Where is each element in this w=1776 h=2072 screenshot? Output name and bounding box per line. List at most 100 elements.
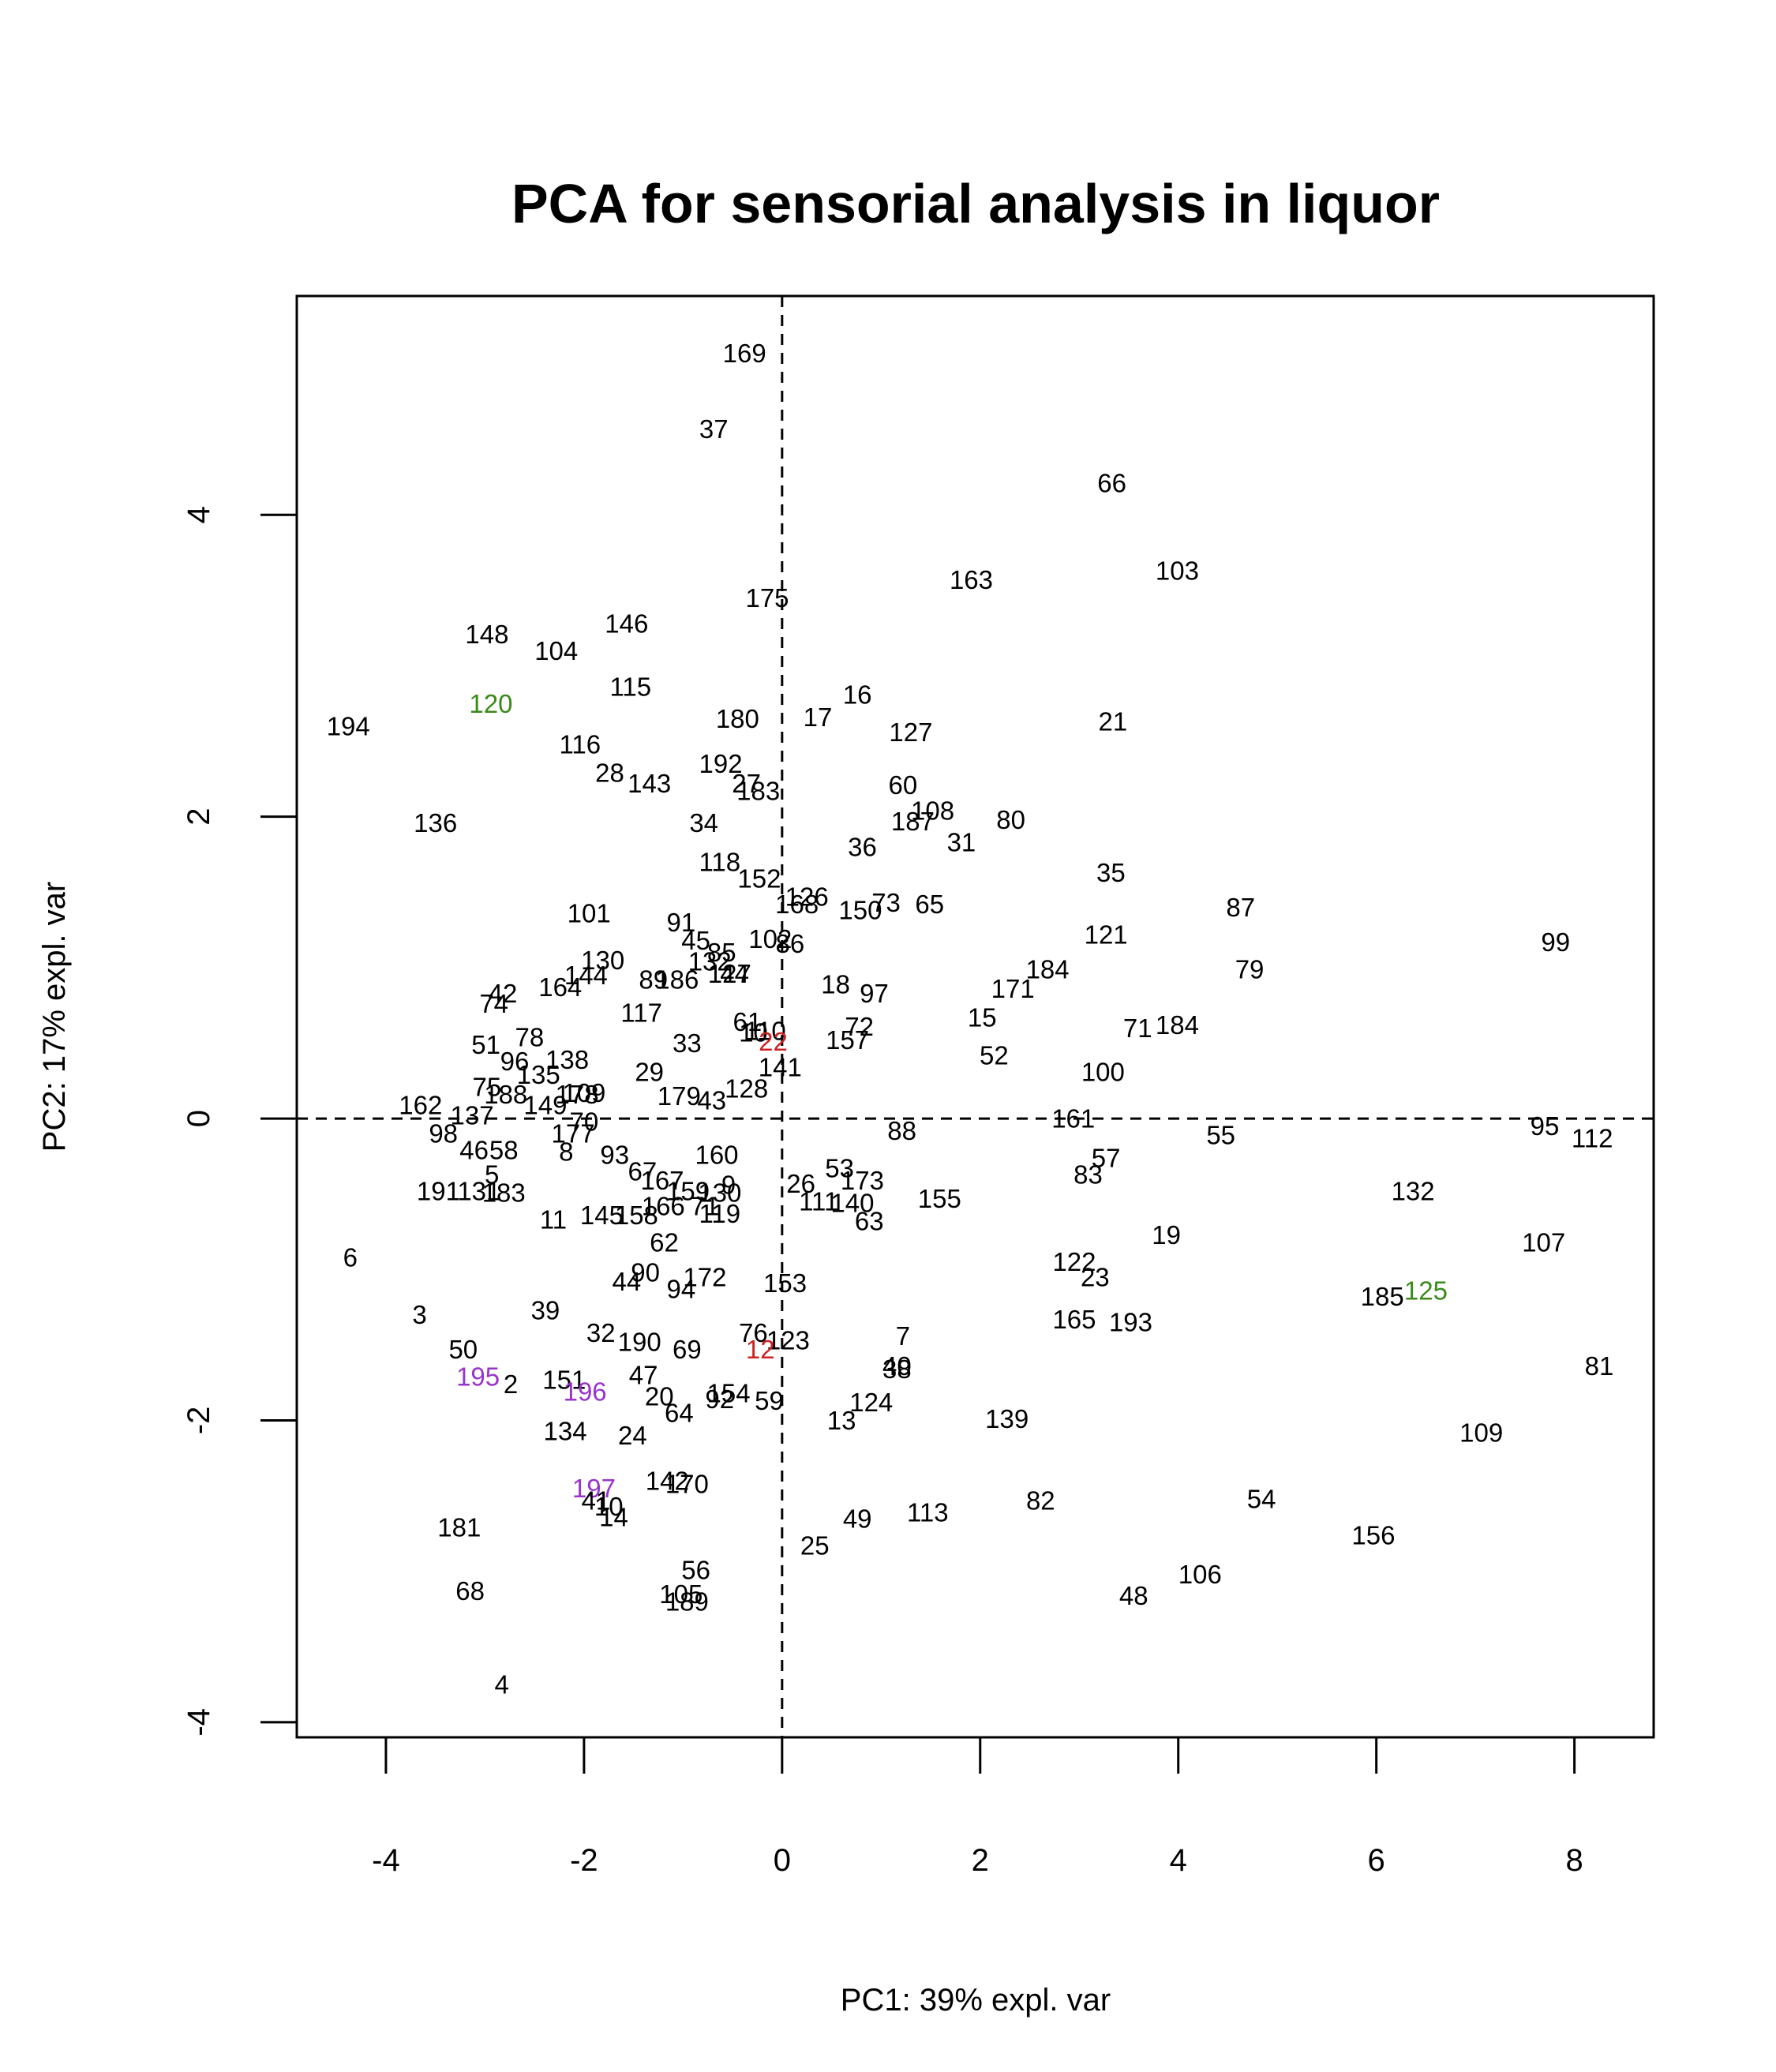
point-label: 70: [570, 1107, 599, 1136]
point-label: 152: [737, 864, 781, 894]
x-tick-label: 0: [774, 1843, 791, 1878]
point-label: 160: [695, 1140, 738, 1169]
point-label: 39: [531, 1295, 560, 1325]
point-label: 143: [628, 769, 671, 798]
point-label: 187: [891, 807, 935, 836]
point-label: 76: [739, 1318, 768, 1347]
point-label: 156: [1351, 1520, 1395, 1549]
point-label: 27: [732, 769, 761, 798]
point-label: 72: [845, 1012, 874, 1041]
point-label: 9: [721, 1171, 736, 1200]
point-label: 98: [429, 1119, 458, 1148]
point-label: 195: [456, 1362, 500, 1392]
point-label: 86: [776, 929, 805, 958]
point-label: 125: [1404, 1276, 1448, 1306]
point-label: 31: [947, 828, 976, 857]
point-label: 109: [1459, 1418, 1503, 1447]
x-tick-label: 8: [1565, 1843, 1583, 1878]
point-label: 165: [1052, 1305, 1096, 1334]
point-label: 82: [1026, 1486, 1055, 1515]
point-label: 47: [629, 1361, 658, 1390]
y-tick-label: 4: [182, 506, 216, 523]
point-label: 90: [631, 1258, 660, 1287]
point-label: 128: [725, 1073, 768, 1103]
point-label: 186: [655, 965, 699, 995]
x-tick-label: -2: [570, 1843, 598, 1878]
point-label: 29: [635, 1057, 664, 1086]
point-label: 54: [1247, 1484, 1276, 1513]
point-label: 88: [887, 1116, 916, 1145]
point-label: 3: [412, 1300, 426, 1329]
point-label: 58: [489, 1136, 519, 1165]
point-label: 62: [650, 1227, 679, 1257]
point-label: 78: [515, 1022, 545, 1051]
point-label: 93: [600, 1140, 629, 1169]
point-label: 169: [723, 339, 766, 368]
point-label: 193: [1109, 1308, 1152, 1337]
point-label: 104: [534, 636, 578, 665]
point-label: 191: [417, 1176, 460, 1205]
point-label: 139: [985, 1404, 1029, 1433]
point-label: 140: [830, 1189, 874, 1218]
point-label: 35: [1096, 858, 1126, 887]
point-label: 113: [907, 1498, 949, 1527]
point-label: 124: [849, 1388, 893, 1417]
point-label: 64: [665, 1398, 694, 1427]
point-label: 137: [451, 1101, 494, 1130]
point-label: 153: [763, 1268, 807, 1298]
point-label: 142: [646, 1466, 689, 1495]
x-tick-label: -4: [372, 1843, 400, 1878]
point-label: 123: [766, 1326, 810, 1355]
point-label: 183: [482, 1178, 526, 1207]
point-label: 162: [399, 1090, 442, 1119]
point-label: 107: [1522, 1227, 1565, 1257]
point-label: 161: [1051, 1104, 1095, 1133]
point-label: 49: [843, 1504, 872, 1533]
point-label: 36: [848, 832, 877, 861]
point-label: 26: [786, 1169, 815, 1198]
point-label: 97: [860, 979, 889, 1008]
point-label: 127: [708, 959, 751, 988]
point-label: 80: [996, 805, 1025, 834]
point-label: 166: [642, 1191, 685, 1220]
x-axis-label: PC1: 39% expl. var: [841, 1983, 1111, 2018]
point-label: 119: [699, 1199, 740, 1228]
point-label: 103: [1156, 556, 1199, 585]
point-label: 171: [991, 974, 1035, 1003]
point-label: 136: [414, 808, 457, 837]
point-label: 134: [544, 1416, 587, 1445]
point-label: 111: [799, 1187, 838, 1216]
point-label: 130: [698, 1178, 741, 1207]
point-label: 71: [1123, 1014, 1152, 1043]
point-label: 157: [826, 1025, 869, 1055]
reference-lines: [297, 296, 1654, 1737]
point-label: 23: [1081, 1262, 1110, 1291]
point-label: 57: [1092, 1143, 1121, 1172]
point-label: 181: [437, 1513, 481, 1542]
point-label: 89: [639, 965, 668, 995]
point-label: 185: [1361, 1282, 1404, 1311]
point-label: 132: [688, 947, 732, 976]
point-label: 41: [582, 1486, 611, 1515]
x-tick-label: 4: [1170, 1843, 1187, 1878]
point-label: 73: [871, 888, 901, 917]
point-label: 197: [572, 1474, 616, 1503]
y-axis: -4 -2 0 2 4: [182, 506, 298, 1737]
point-label: 117: [620, 999, 662, 1028]
point-label: 150: [838, 896, 882, 925]
point-label: 155: [918, 1184, 961, 1213]
point-label: 132: [1392, 1176, 1435, 1205]
point-label: 122: [1052, 1247, 1096, 1276]
point-label: 45: [681, 926, 710, 955]
point-label: 112: [1572, 1123, 1613, 1152]
point-label: 91: [666, 908, 695, 937]
point-label: 178: [556, 1080, 599, 1109]
point-label: 79: [1235, 954, 1265, 984]
point-label: 10: [739, 1018, 768, 1047]
point-label: 40: [882, 1351, 912, 1381]
point-label: 71: [691, 1191, 720, 1220]
point-label: 126: [785, 882, 829, 911]
point-label: 188: [484, 1080, 527, 1109]
